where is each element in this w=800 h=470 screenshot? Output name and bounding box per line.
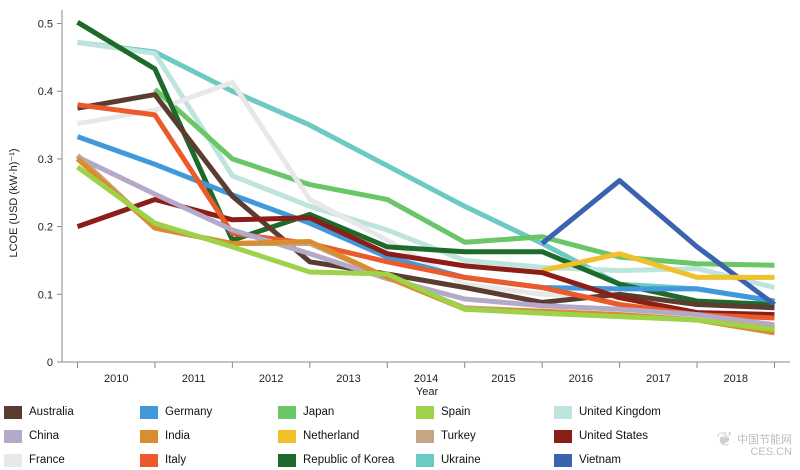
legend-item-france: France <box>4 450 65 470</box>
legend-label: Vietnam <box>579 454 621 466</box>
series-line-australia <box>77 92 775 311</box>
y-tick-label: 0.2 <box>38 222 53 234</box>
x-tick-label: 2012 <box>259 373 283 385</box>
leaf-logo-icon: ❦ <box>716 429 733 451</box>
series-line-republic-of-korea <box>76 20 775 307</box>
legend-swatch <box>278 429 296 443</box>
legend-label: Turkey <box>441 430 476 442</box>
legend-swatch <box>416 405 434 419</box>
legend-item-australia: Australia <box>4 402 74 422</box>
x-tick-label: 2015 <box>491 373 515 385</box>
legend-swatch <box>416 453 434 467</box>
series-line-japan <box>153 87 775 268</box>
series-line-spain <box>76 164 775 332</box>
x-tick-label: 2011 <box>182 373 206 385</box>
legend-swatch <box>4 405 22 419</box>
y-tick-label: 0.4 <box>38 86 53 98</box>
legend-item-italy: Italy <box>140 450 186 470</box>
legend-label: France <box>29 454 65 466</box>
legend-item-united-kingdom: United Kingdom <box>554 402 661 422</box>
legend-label: Netherland <box>303 430 360 442</box>
legend-label: United States <box>579 430 649 442</box>
legend-label: India <box>165 430 190 442</box>
legend-swatch <box>554 405 572 419</box>
legend-item-spain: Spain <box>416 402 470 422</box>
legend: Australia Germany Japan Spain United Kingdom… <box>0 396 800 468</box>
y-axis-title: LCOE (USD (kW·h)⁻¹) <box>8 148 20 257</box>
legend-item-turkey: Turkey <box>416 426 476 446</box>
legend-label: China <box>29 430 60 442</box>
x-axis-title: Year <box>416 386 439 396</box>
legend-swatch <box>140 453 158 467</box>
tick-labels: 0 0.1 0.2 0.3 0.4 0.5 2010 2011 2012 2013 2014 2015… <box>38 19 748 385</box>
series-lines <box>75 20 776 336</box>
legend-item-india: India <box>140 426 190 446</box>
x-tick-label: 2013 <box>336 373 360 385</box>
legend-swatch <box>278 453 296 467</box>
y-tick-label: 0.1 <box>38 289 53 301</box>
legend-swatch <box>554 429 572 443</box>
legend-label: Republic of Korea <box>303 454 395 466</box>
legend-swatch <box>140 405 158 419</box>
y-tick-label: 0.3 <box>38 154 53 166</box>
legend-item-japan: Japan <box>278 402 334 422</box>
legend-item-ukraine: Ukraine <box>416 450 481 470</box>
axes <box>57 10 790 368</box>
watermark-line2: CES.CN <box>750 446 792 458</box>
legend-label: Germany <box>165 406 213 418</box>
lcoe-line-chart: 0 0.1 0.2 0.3 0.4 0.5 2010 2011 2012 2013 2014 2015… <box>8 10 790 396</box>
series-line-united-kingdom <box>77 40 776 290</box>
legend-swatch <box>140 429 158 443</box>
legend-swatch <box>278 405 296 419</box>
x-tick-label: 2016 <box>569 373 593 385</box>
legend-swatch <box>554 453 572 467</box>
legend-item-netherland: Netherland <box>278 426 359 446</box>
x-tick-label: 2014 <box>414 373 438 385</box>
watermark-line1: 中国节能网 <box>737 433 792 446</box>
x-tick-label: 2017 <box>646 373 670 385</box>
series-line-netherland <box>541 251 775 280</box>
series-line-china <box>76 154 775 328</box>
legend-swatch <box>416 429 434 443</box>
legend-label: Japan <box>303 406 335 418</box>
legend-label: United Kingdom <box>579 406 661 418</box>
y-tick-label: 0.5 <box>38 19 53 31</box>
y-tick-label: 0 <box>47 357 53 369</box>
legend-item-vietnam: Vietnam <box>554 450 621 470</box>
legend-label: Italy <box>165 454 187 466</box>
legend-item-republic-of-korea: Republic of Korea <box>278 450 394 470</box>
legend-label: Ukraine <box>441 454 481 466</box>
x-tick-label: 2018 <box>724 373 748 385</box>
legend-swatch <box>4 453 22 467</box>
legend-item-united-states: United States <box>554 426 648 446</box>
legend-label: Australia <box>29 406 74 418</box>
legend-item-china: China <box>4 426 59 446</box>
legend-item-germany: Germany <box>140 402 212 422</box>
legend-swatch <box>4 429 22 443</box>
x-tick-label: 2010 <box>104 373 128 385</box>
watermark: ❦ 中国节能网 CES.CN <box>716 430 792 458</box>
legend-label: Spain <box>441 406 471 418</box>
